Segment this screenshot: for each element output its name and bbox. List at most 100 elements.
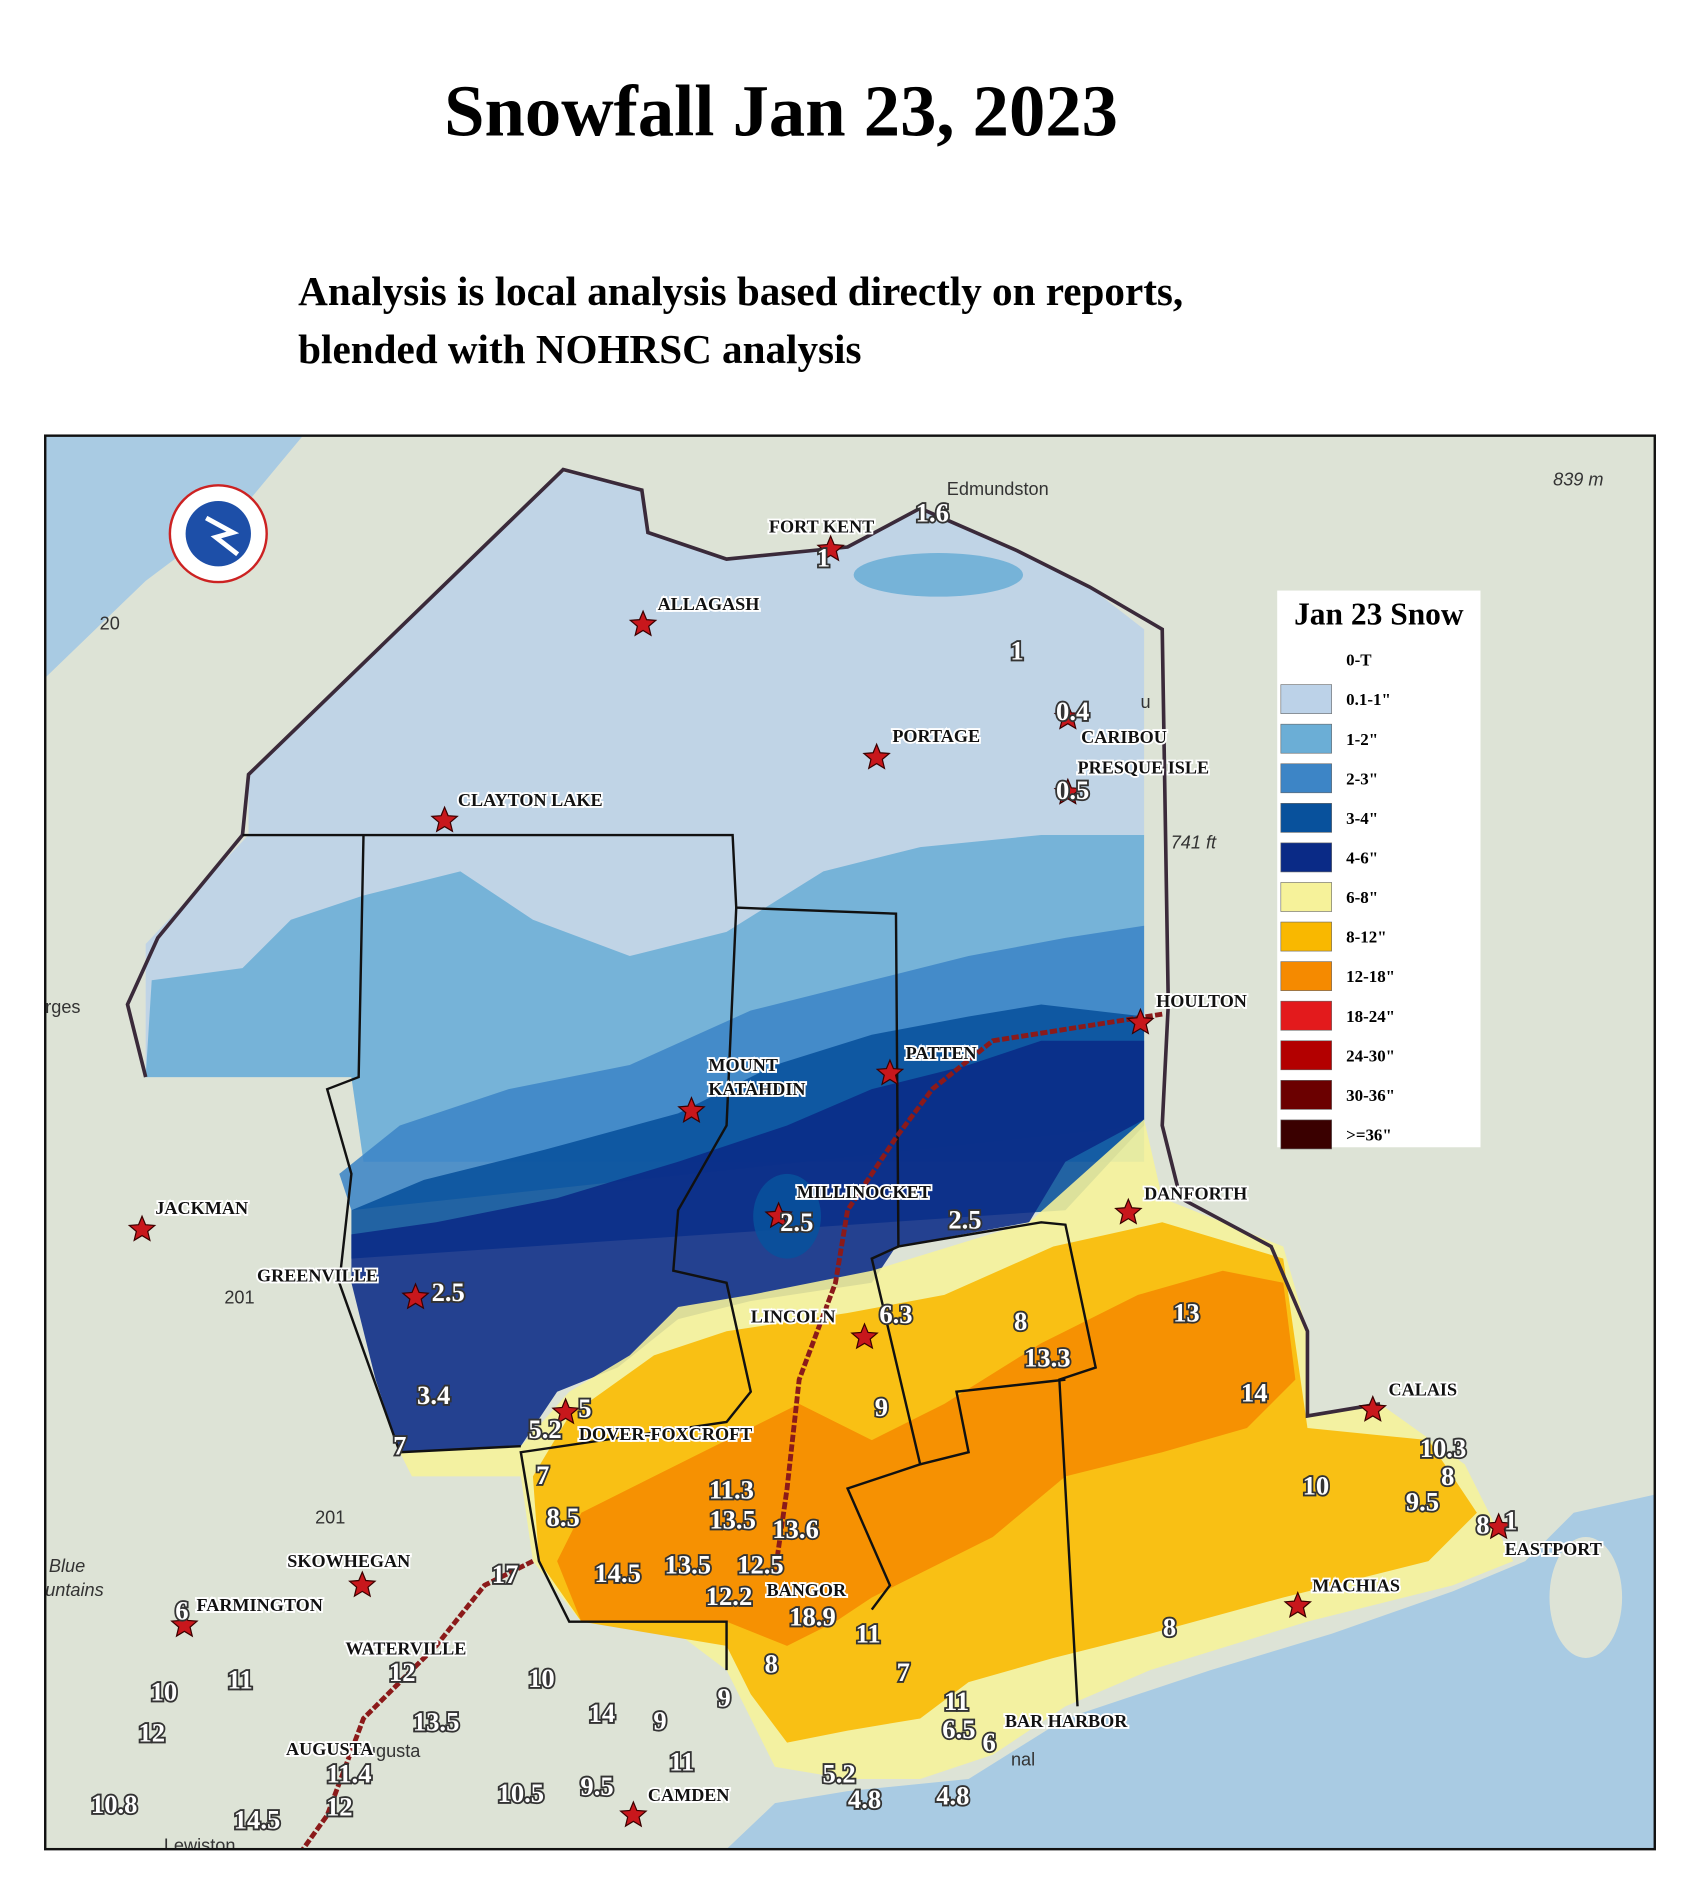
highway	[772, 1011, 1163, 1574]
town-label: MACHIAS	[1312, 1575, 1400, 1595]
subtitle-line: Analysis is local analysis based directl…	[298, 268, 1183, 314]
town-star	[551, 1397, 580, 1425]
town-star	[628, 609, 658, 637]
snow-amount: 5	[578, 1393, 591, 1423]
basemap-label: u	[1140, 692, 1150, 712]
county-line	[919, 1378, 1066, 1466]
town-label: LINCOLN	[751, 1307, 836, 1327]
county-line	[519, 907, 753, 1671]
town-star	[1053, 777, 1083, 805]
legend-swatch	[1280, 882, 1332, 912]
town-star	[764, 1201, 793, 1229]
snow-amount: 12.2	[706, 1581, 753, 1611]
town-label: AUGUSTA	[286, 1739, 373, 1759]
subtitle-line: blended with NOHRSC analysis	[298, 326, 861, 372]
snow-amount: 9	[875, 1392, 888, 1422]
town-star	[875, 1058, 905, 1086]
towns: FORT KENT ALLAGASH PORTAGE CARIBOU PRESQUE I…	[127, 515, 1604, 1828]
town-label: PATTEN	[906, 1043, 977, 1063]
basemap-label: 839 m	[1553, 469, 1603, 489]
snow-amount: 6	[983, 1727, 996, 1757]
snow-amount: 8	[765, 1649, 778, 1679]
snow-amount: 11	[669, 1747, 694, 1777]
snow-amount: 1	[1010, 636, 1023, 666]
snow-amount: 13.3	[1024, 1342, 1071, 1372]
basemap-label: 20	[100, 613, 120, 633]
basemap-label: nal	[1011, 1750, 1035, 1770]
snow-amount: 3.4	[417, 1380, 450, 1410]
snow-amount: 6.5	[942, 1714, 975, 1744]
snow-amount: 13.5	[665, 1549, 712, 1579]
basemap-label: Lewiston	[164, 1836, 236, 1856]
snow-amount: 12	[389, 1657, 416, 1687]
basemap-label: 741 ft	[1171, 832, 1217, 852]
county-line	[845, 1245, 922, 1611]
town-star	[677, 1096, 706, 1123]
snow-regions	[145, 471, 1514, 1779]
snow-amount: 14	[1241, 1377, 1268, 1407]
snow-amount: 12.5	[737, 1549, 784, 1579]
snow-amount: 8	[1476, 1509, 1489, 1539]
town-star	[1283, 1591, 1312, 1618]
legend-label: 18-24"	[1346, 1007, 1395, 1026]
snow-amount: 11	[227, 1664, 252, 1694]
snow-amount: 11.4	[326, 1759, 371, 1789]
town-label: CALAIS	[1389, 1379, 1458, 1399]
town-label: ALLAGASH	[658, 594, 760, 614]
county-line	[325, 835, 521, 1454]
snow-amount: 12	[326, 1791, 353, 1821]
town-star	[127, 1214, 157, 1242]
snow-amount: 7	[536, 1460, 549, 1490]
basemap-label: Blue	[49, 1556, 85, 1576]
snow-amount: 7	[897, 1657, 910, 1687]
legend-swatch	[1280, 763, 1332, 794]
snow-amount: 10	[528, 1663, 555, 1693]
snow-amount: 4.8	[936, 1780, 969, 1810]
town-label: FORT KENT	[769, 516, 874, 536]
legend-swatch	[1280, 1040, 1332, 1071]
legend-swatch	[1280, 723, 1332, 754]
town-star	[1053, 702, 1083, 730]
town-star	[430, 805, 459, 833]
town-label: KATAHDIN	[708, 1079, 805, 1099]
legend-swatch	[1280, 645, 1332, 675]
snow-amount: 9.5	[1406, 1486, 1439, 1516]
town-star	[1126, 1007, 1155, 1035]
county-line	[242, 833, 1098, 1707]
legend-label: >=36"	[1346, 1125, 1392, 1144]
town-label: PORTAGE	[892, 726, 980, 746]
town-star	[1484, 1512, 1513, 1540]
town-label: DOVER-FOXCROFT	[579, 1424, 752, 1444]
legend-swatch	[1280, 1119, 1332, 1150]
town-label: JACKMAN	[155, 1198, 248, 1218]
snow-amount: 9.5	[580, 1771, 613, 1801]
legend-label: 3-4"	[1346, 809, 1378, 828]
town-label: BANGOR	[766, 1580, 847, 1600]
basemap-label: rges	[45, 997, 80, 1017]
town-label: MILLINOCKET	[797, 1182, 931, 1202]
snow-amount: 8	[1163, 1612, 1176, 1642]
snow-amount: 7	[393, 1431, 406, 1461]
town-star	[170, 1610, 199, 1638]
town-star	[348, 1570, 377, 1598]
snow-amount: 11	[944, 1686, 969, 1716]
snow-amount: 2.5	[948, 1204, 981, 1234]
state-border	[125, 467, 1381, 1419]
town-star	[619, 1800, 648, 1828]
town-star	[862, 742, 891, 770]
snow-amount: 10	[151, 1676, 178, 1706]
snow-amount: 0.5	[1056, 775, 1089, 805]
highway	[301, 1558, 535, 1850]
snow-amount: 13.5	[413, 1707, 460, 1737]
snow-amount: 6.3	[879, 1299, 912, 1329]
town-star	[850, 1322, 879, 1350]
snow-amount: 11	[856, 1618, 881, 1648]
snow-region	[557, 1270, 1296, 1646]
snow-amount: 10.8	[91, 1789, 138, 1819]
snow-amount: 10.5	[498, 1778, 545, 1808]
legend-swatch	[1280, 921, 1332, 952]
snow-amount: 1.6	[916, 498, 949, 528]
legend-label: 8-12"	[1346, 928, 1386, 947]
